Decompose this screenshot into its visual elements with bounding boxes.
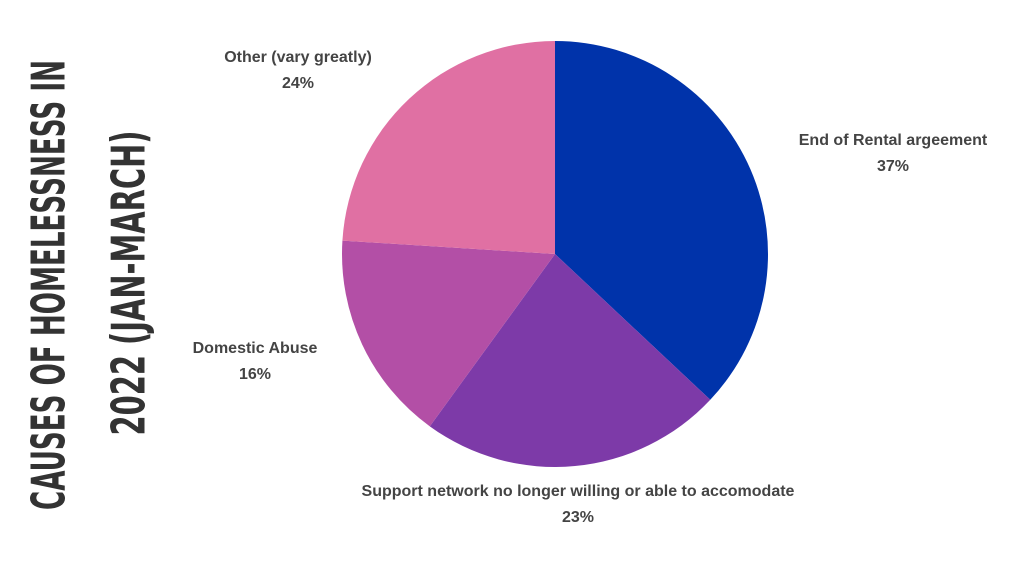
slice-value: 16% (239, 366, 271, 383)
slice-value: 24% (282, 75, 314, 92)
pie-slice (555, 41, 768, 400)
chart-title: 2022 (JAN-MARCH) (102, 131, 156, 436)
slice-label: Domestic Abuse (193, 340, 318, 357)
slice-value: 37% (877, 158, 909, 175)
pie-slice (342, 41, 555, 254)
pie-slice (342, 240, 555, 427)
chart-title: CAUSES OF HOMELESSNESS IN (22, 60, 76, 510)
slice-label: Other (vary greatly) (224, 49, 372, 66)
pie-slice (429, 254, 711, 468)
slice-value: 23% (562, 509, 594, 526)
slice-label: End of Rental argeement (799, 132, 988, 149)
slice-label: Support network no longer willing or abl… (362, 483, 795, 500)
